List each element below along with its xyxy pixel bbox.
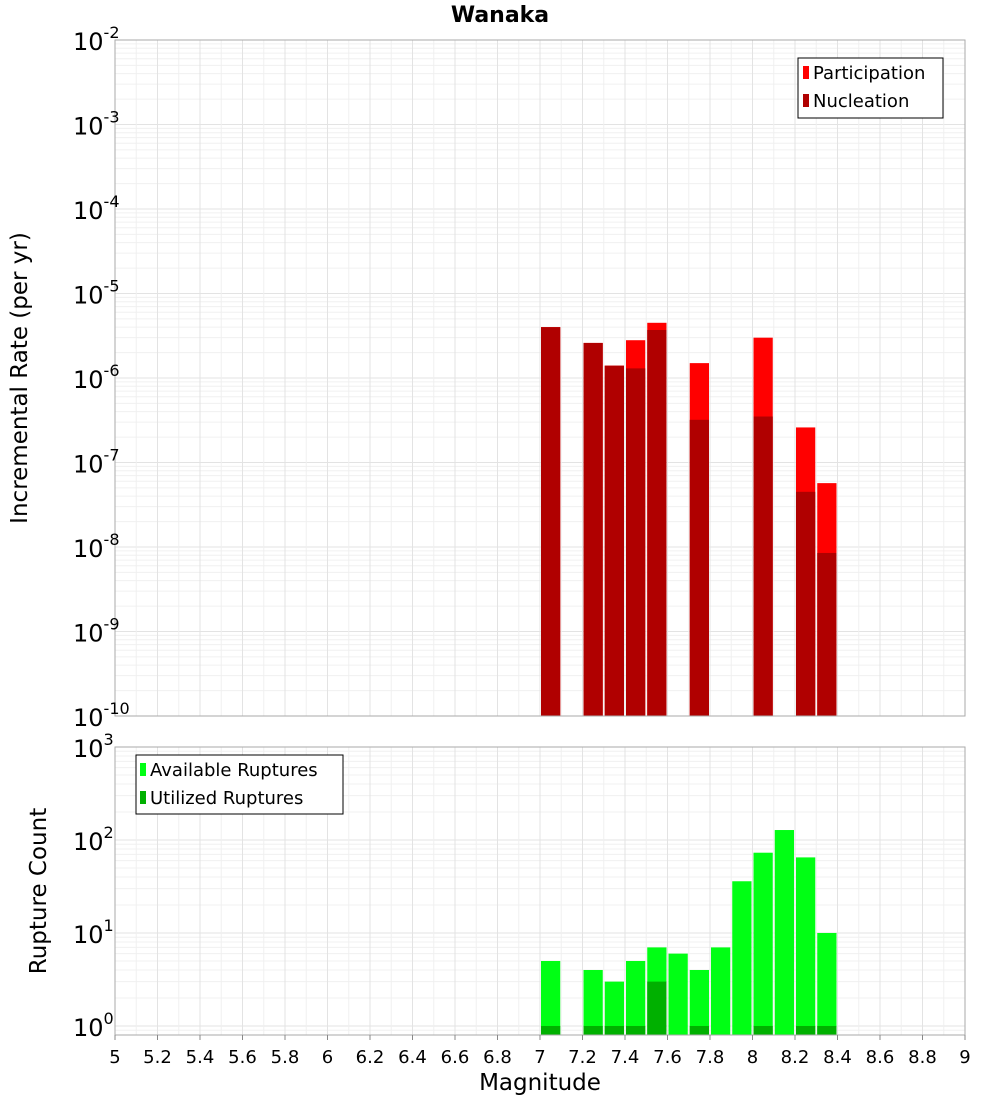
- count-bar-overlay: [541, 1025, 561, 1035]
- x-tick-label: 5: [109, 1047, 120, 1068]
- count-bar-primary: [541, 960, 561, 1035]
- x-tick-label: 7.2: [568, 1047, 597, 1068]
- rate-bar-overlay: [626, 368, 646, 716]
- legend-label-participation: Participation: [813, 63, 925, 84]
- rate-bars: [541, 322, 837, 716]
- count-bar-primary: [796, 857, 816, 1035]
- x-tick-label: 8: [747, 1047, 758, 1068]
- legend-swatch-participation: [803, 66, 809, 79]
- rate-y-tick-label: 10-4: [73, 192, 120, 225]
- rate-y-tick-label: 10-9: [73, 615, 120, 648]
- rate-bar-overlay: [796, 491, 816, 716]
- rate-y-tick-label: 10-6: [73, 361, 120, 394]
- x-tick-label: 7.4: [611, 1047, 640, 1068]
- count-bar-overlay: [647, 981, 667, 1035]
- rate-bar-overlay: [583, 342, 603, 716]
- count-bar-overlay: [753, 1025, 773, 1035]
- rate-plot-frame: [114, 39, 966, 717]
- count-y-tick-label: 102: [73, 823, 114, 856]
- x-tick-label: 6.8: [483, 1047, 512, 1068]
- rate-y-axis-label: Incremental Rate (per yr): [7, 232, 33, 524]
- rate-y-tick-label: 10-2: [73, 23, 120, 56]
- rate-legend: Participation Nucleation: [797, 57, 944, 119]
- count-bar-overlay: [583, 1025, 603, 1035]
- x-tick-label: 6: [322, 1047, 333, 1068]
- rate-y-tick-label: 10-3: [73, 108, 120, 141]
- count-panel: 100 101 102 103 5 5.2 5.4 5.6 5.8 6 6.2 6.4 6.6 6.8 7…: [26, 730, 971, 1096]
- chart-title: Wanaka: [451, 3, 549, 28]
- legend-label-nucleation: Nucleation: [813, 91, 909, 112]
- count-y-ticks: 100 101 102 103: [73, 730, 114, 1042]
- count-bar-primary: [711, 947, 731, 1035]
- rate-y-tick-label: 10-8: [73, 530, 120, 563]
- rate-bar-overlay: [753, 416, 773, 716]
- rate-bar-overlay: [604, 365, 624, 716]
- rate-y-ticks: 10-10 10-9 10-8 10-7 10-6 10-5 10-4 10-3 10-2: [73, 23, 130, 732]
- rate-bar-overlay: [817, 552, 837, 716]
- count-bar-overlay: [796, 1025, 816, 1035]
- count-bar-primary: [732, 881, 752, 1035]
- rate-bar-overlay: [541, 327, 561, 716]
- legend-label-available: Available Ruptures: [150, 760, 318, 781]
- x-axis-label: Magnitude: [479, 1070, 601, 1096]
- x-tick-label: 6.6: [441, 1047, 470, 1068]
- count-bar-primary: [774, 830, 794, 1035]
- rate-panel: 10-10 10-9 10-8 10-7 10-6 10-5 10-4 10-3 10-2 In…: [7, 23, 966, 732]
- x-tick-label: 8.6: [866, 1047, 895, 1068]
- count-bar-overlay: [817, 1025, 837, 1035]
- rate-y-tick-label: 10-5: [73, 277, 120, 310]
- count-bars: [541, 830, 837, 1035]
- count-bar-primary: [817, 932, 837, 1035]
- count-bar-primary: [753, 852, 773, 1035]
- legend-label-utilized: Utilized Ruptures: [150, 788, 303, 809]
- rate-legend-box: [797, 57, 944, 119]
- rate-y-tick-label: 10-10: [73, 699, 130, 732]
- count-legend: Available Ruptures Utilized Ruptures: [135, 754, 344, 815]
- rate-bar-overlay: [689, 419, 709, 716]
- x-tick-label: 5.8: [271, 1047, 300, 1068]
- count-bar-primary: [604, 981, 624, 1035]
- x-tick-label: 8.2: [781, 1047, 810, 1068]
- count-y-tick-label: 103: [73, 730, 114, 763]
- rate-y-tick-label: 10-7: [73, 446, 120, 479]
- x-tick-label: 7: [534, 1047, 545, 1068]
- legend-swatch-available: [140, 763, 146, 776]
- count-legend-box: [135, 754, 344, 815]
- legend-swatch-utilized: [140, 791, 146, 804]
- count-bar-primary: [583, 969, 603, 1035]
- x-tick-label: 7.6: [653, 1047, 682, 1068]
- x-ticks: 5 5.2 5.4 5.6 5.8 6 6.2 6.4 6.6 6.8 7 7.2 7.4 7.6 7.8 8…: [109, 1035, 971, 1068]
- count-bar-primary: [668, 953, 688, 1035]
- x-tick-label: 6.4: [398, 1047, 427, 1068]
- x-tick-label: 5.4: [186, 1047, 215, 1068]
- x-tick-label: 5.6: [228, 1047, 257, 1068]
- count-bar-overlay: [604, 1025, 624, 1035]
- x-tick-label: 8.4: [823, 1047, 852, 1068]
- count-bar-primary: [689, 969, 709, 1035]
- count-bar-overlay: [626, 1025, 646, 1035]
- legend-swatch-nucleation: [803, 94, 809, 107]
- rate-bar-overlay: [647, 329, 667, 716]
- rate-grid: [114, 40, 966, 717]
- count-bar-primary: [626, 960, 646, 1035]
- count-y-tick-label: 101: [73, 916, 114, 949]
- count-y-axis-label: Rupture Count: [26, 808, 52, 974]
- count-y-tick-label: 100: [73, 1009, 114, 1042]
- x-tick-label: 9: [959, 1047, 970, 1068]
- x-tick-label: 6.2: [356, 1047, 385, 1068]
- count-bar-overlay: [689, 1025, 709, 1035]
- x-tick-label: 7.8: [696, 1047, 725, 1068]
- x-tick-label: 8.8: [908, 1047, 937, 1068]
- x-tick-label: 5.2: [143, 1047, 172, 1068]
